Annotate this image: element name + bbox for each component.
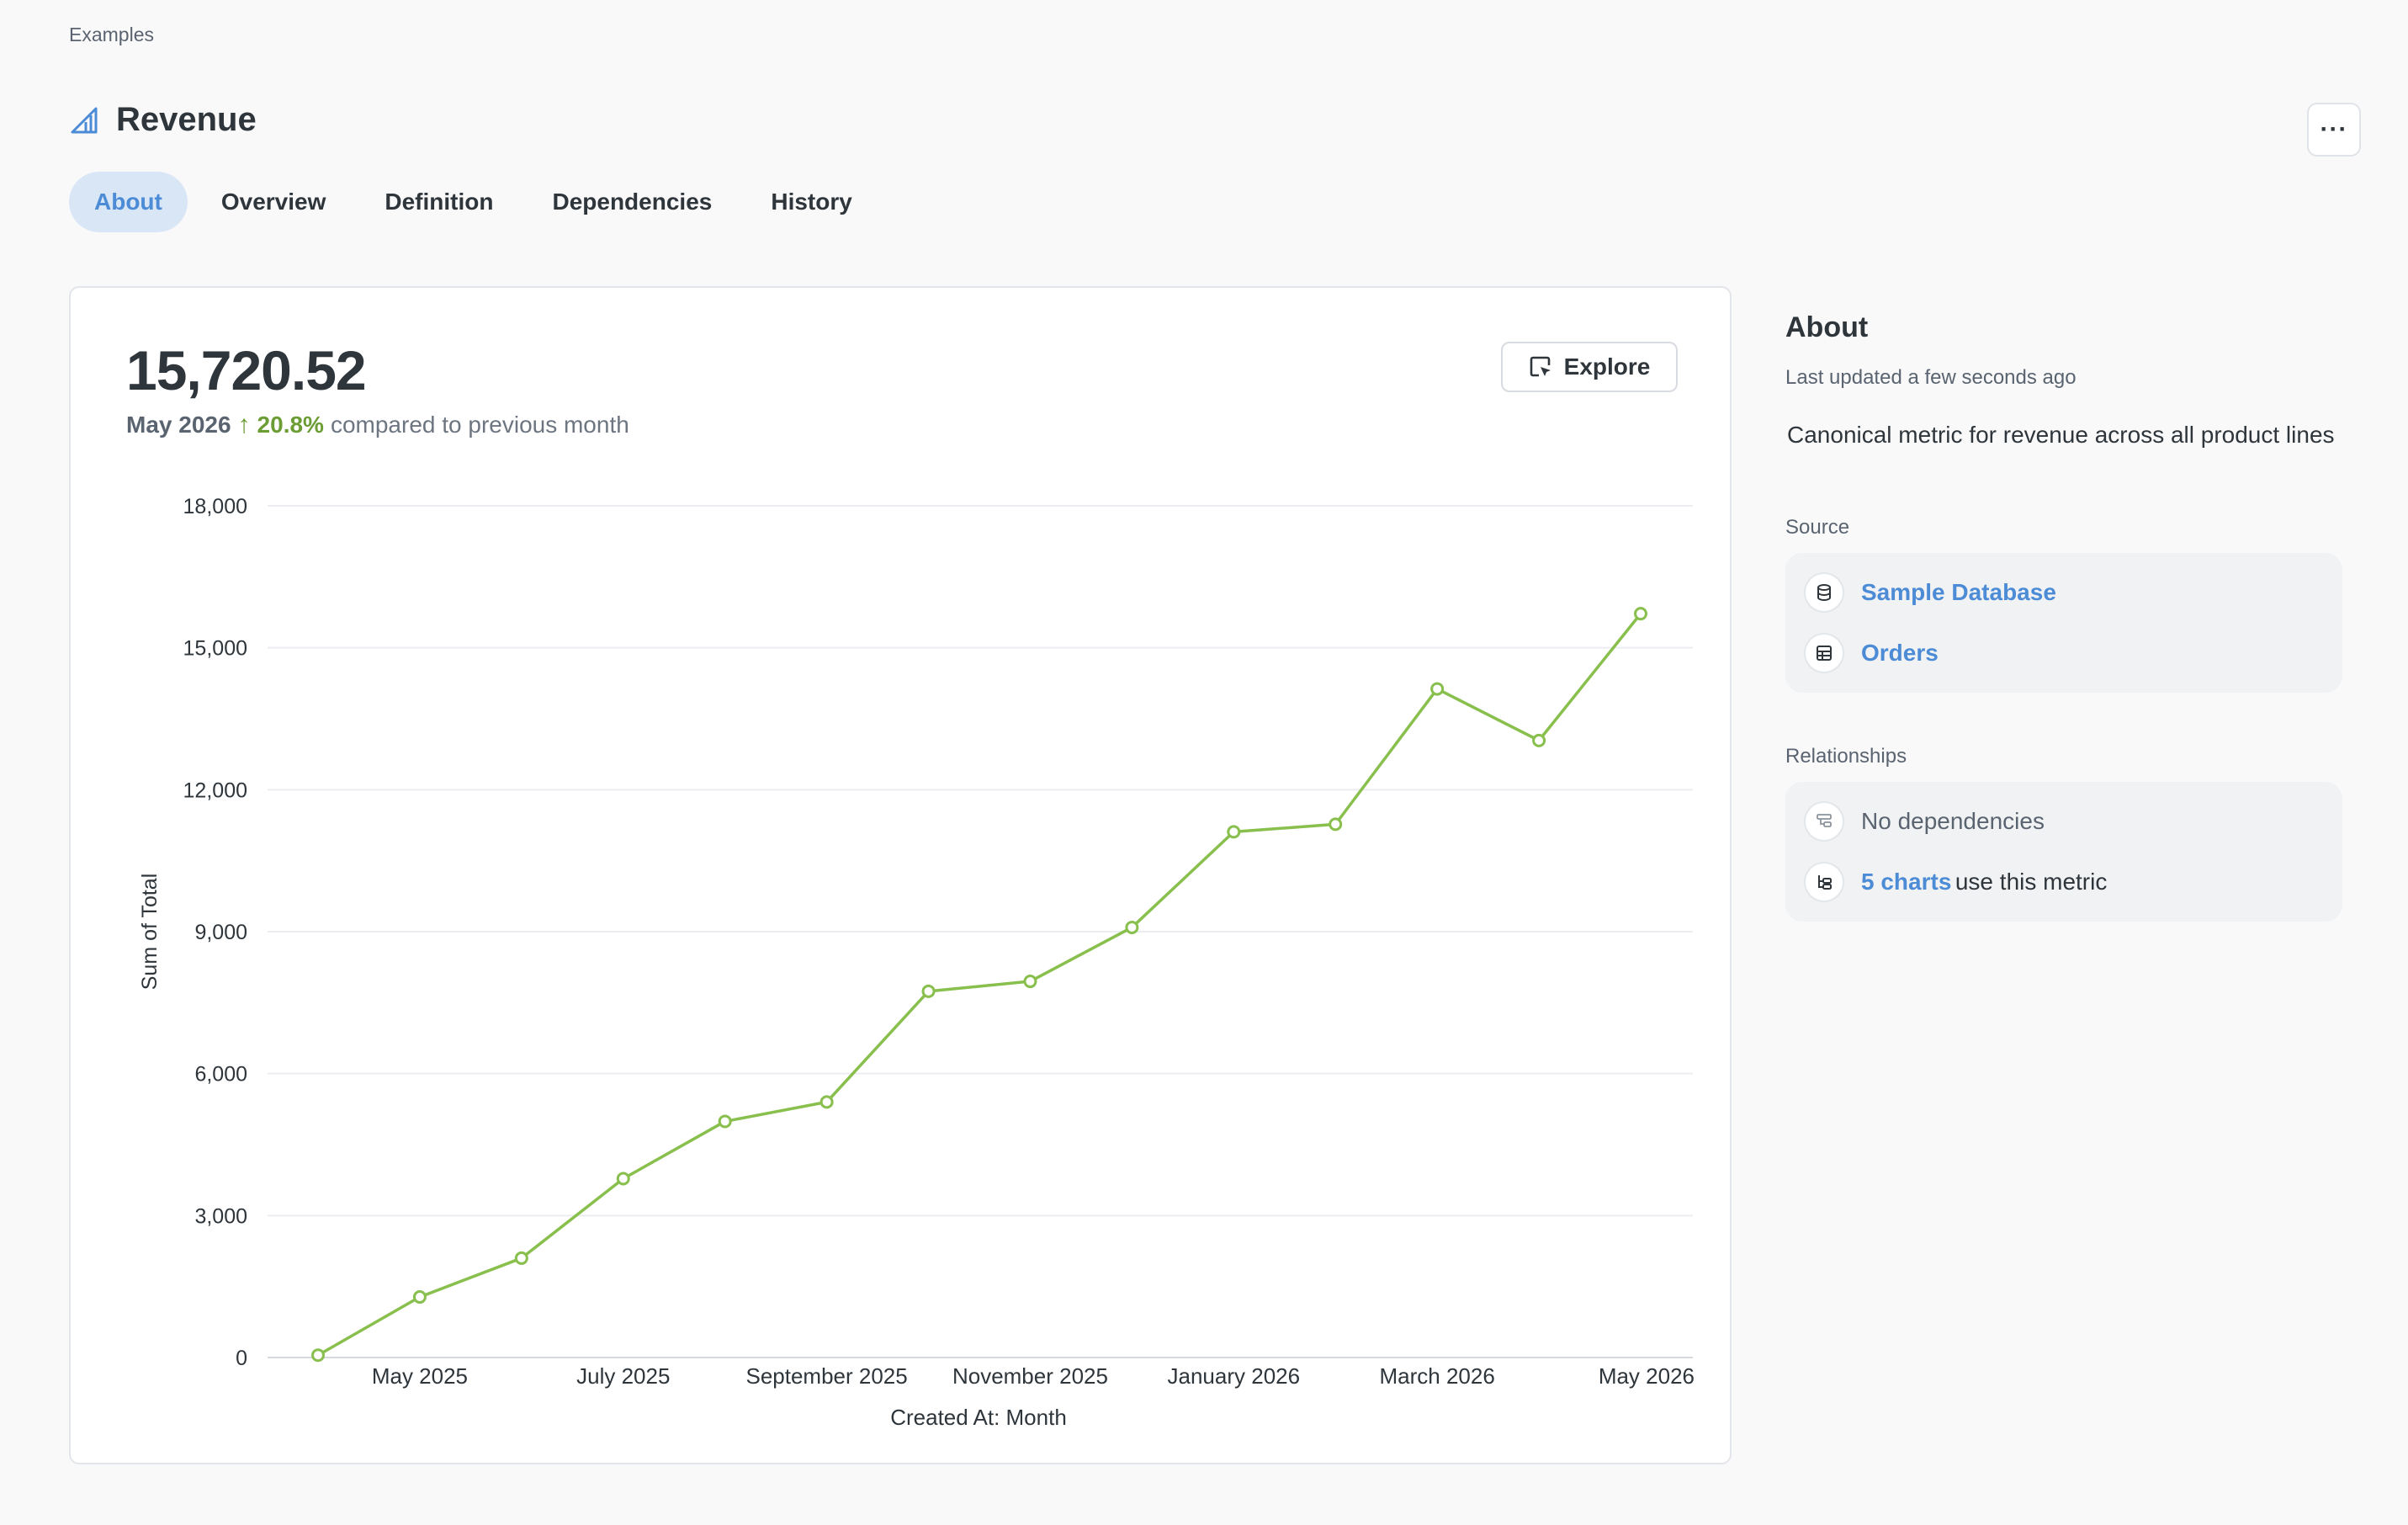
metric-icon [71, 107, 98, 133]
data-point [311, 1348, 325, 1363]
source-box: Sample Database Orders [1785, 553, 2342, 693]
y-tick-label: 12,000 [183, 778, 247, 802]
revenue-series [311, 607, 1647, 1363]
tab-about[interactable]: About [69, 172, 188, 232]
tab-dependencies[interactable]: Dependencies [552, 189, 713, 215]
table-link[interactable]: Orders [1861, 640, 1939, 666]
ellipsis-icon: ··· [2320, 115, 2348, 143]
charts-link[interactable]: 5 charts [1861, 869, 1952, 895]
data-point [1430, 682, 1445, 696]
relationships-box: No dependencies 5 charts use this metric [1785, 782, 2342, 922]
dependencies-row: No dependencies [1804, 800, 2324, 842]
change-percent: 20.8% [257, 412, 324, 438]
metric-value: 15,720.52 [126, 339, 367, 401]
data-point [1023, 975, 1037, 989]
data-point [412, 1290, 427, 1304]
comparison-line: May 2026 ↑ 20.8% compared to previous mo… [126, 411, 629, 439]
source-database-row: Sample Database [1804, 571, 2324, 614]
data-point [1329, 817, 1343, 832]
charts-usage-text: use this metric [1955, 869, 2108, 895]
tab-history[interactable]: History [771, 189, 852, 215]
last-updated: Last updated a few seconds ago [1785, 366, 2077, 389]
explore-button[interactable]: Explore [1501, 342, 1678, 392]
about-panel: About Last updated a few seconds ago Can… [1785, 311, 2342, 922]
data-point [616, 1172, 630, 1186]
data-point [718, 1114, 732, 1129]
charts-icon [1804, 862, 1844, 902]
tab-bar: About Overview Definition Dependencies H… [69, 172, 878, 232]
explore-label: Explore [1563, 353, 1651, 380]
page-header: Revenue [69, 101, 257, 139]
comparison-period: May 2026 [126, 412, 231, 438]
charts-usage-row: 5 charts use this metric [1804, 861, 2324, 903]
more-options-button[interactable]: ··· [2307, 103, 2361, 157]
x-tick-label: March 2026 [1379, 1363, 1494, 1389]
dependencies-icon [1804, 801, 1844, 842]
y-axis-ticks: 0 3,000 6,000 9,000 12,000 15,000 18,000 [183, 495, 247, 1370]
y-tick-label: 15,000 [183, 637, 247, 661]
data-point [1634, 607, 1647, 621]
database-link[interactable]: Sample Database [1861, 579, 2056, 605]
database-icon [1804, 572, 1844, 613]
table-icon [1804, 633, 1844, 673]
x-tick-label: January 2026 [1168, 1363, 1301, 1389]
x-axis-ticks: May 2025 July 2025 September 2025 November … [372, 1363, 1695, 1389]
x-tick-label: May 2026 [1599, 1363, 1695, 1389]
data-point [1532, 733, 1546, 747]
x-tick-label: September 2025 [745, 1363, 907, 1389]
x-tick-label: May 2025 [372, 1363, 468, 1389]
data-point [1227, 825, 1241, 839]
dependencies-text: No dependencies [1861, 808, 2045, 834]
data-point [921, 984, 936, 998]
revenue-line-chart: 0 3,000 6,000 9,000 12,000 15,000 18,000 May 2… [138, 495, 1695, 1430]
y-tick-label: 0 [236, 1347, 247, 1370]
y-tick-label: 3,000 [194, 1204, 247, 1228]
data-point [514, 1251, 528, 1265]
page-title: Revenue [116, 101, 257, 138]
x-tick-label: November 2025 [952, 1363, 1108, 1389]
data-point [1125, 920, 1139, 934]
relationships-label: Relationships [1785, 745, 1907, 768]
explore-icon [1530, 356, 1551, 377]
metric-card: 15,720.52 May 2026 ↑ 20.8% compared to p… [69, 286, 1732, 1464]
breadcrumb[interactable]: Examples [69, 24, 154, 45]
comparison-text: compared to previous month [330, 412, 629, 438]
y-tick-label: 9,000 [194, 921, 247, 944]
source-label: Source [1785, 516, 1850, 539]
series-line [317, 613, 1642, 1357]
y-tick-label: 18,000 [183, 495, 247, 518]
about-heading: About [1785, 311, 1869, 343]
x-tick-label: July 2025 [576, 1363, 670, 1389]
data-point [819, 1095, 834, 1109]
grid-lines [268, 505, 1693, 1358]
source-table-row: Orders [1804, 632, 2324, 674]
tab-overview[interactable]: Overview [220, 189, 326, 215]
y-axis-label: Sum of Total [138, 874, 162, 991]
metric-description[interactable]: Canonical metric for revenue across all … [1787, 422, 2335, 448]
y-tick-label: 6,000 [194, 1063, 247, 1087]
arrow-up-icon: ↑ [237, 411, 251, 438]
tab-definition[interactable]: Definition [385, 189, 494, 215]
x-axis-label: Created At: Month [890, 1405, 1067, 1430]
